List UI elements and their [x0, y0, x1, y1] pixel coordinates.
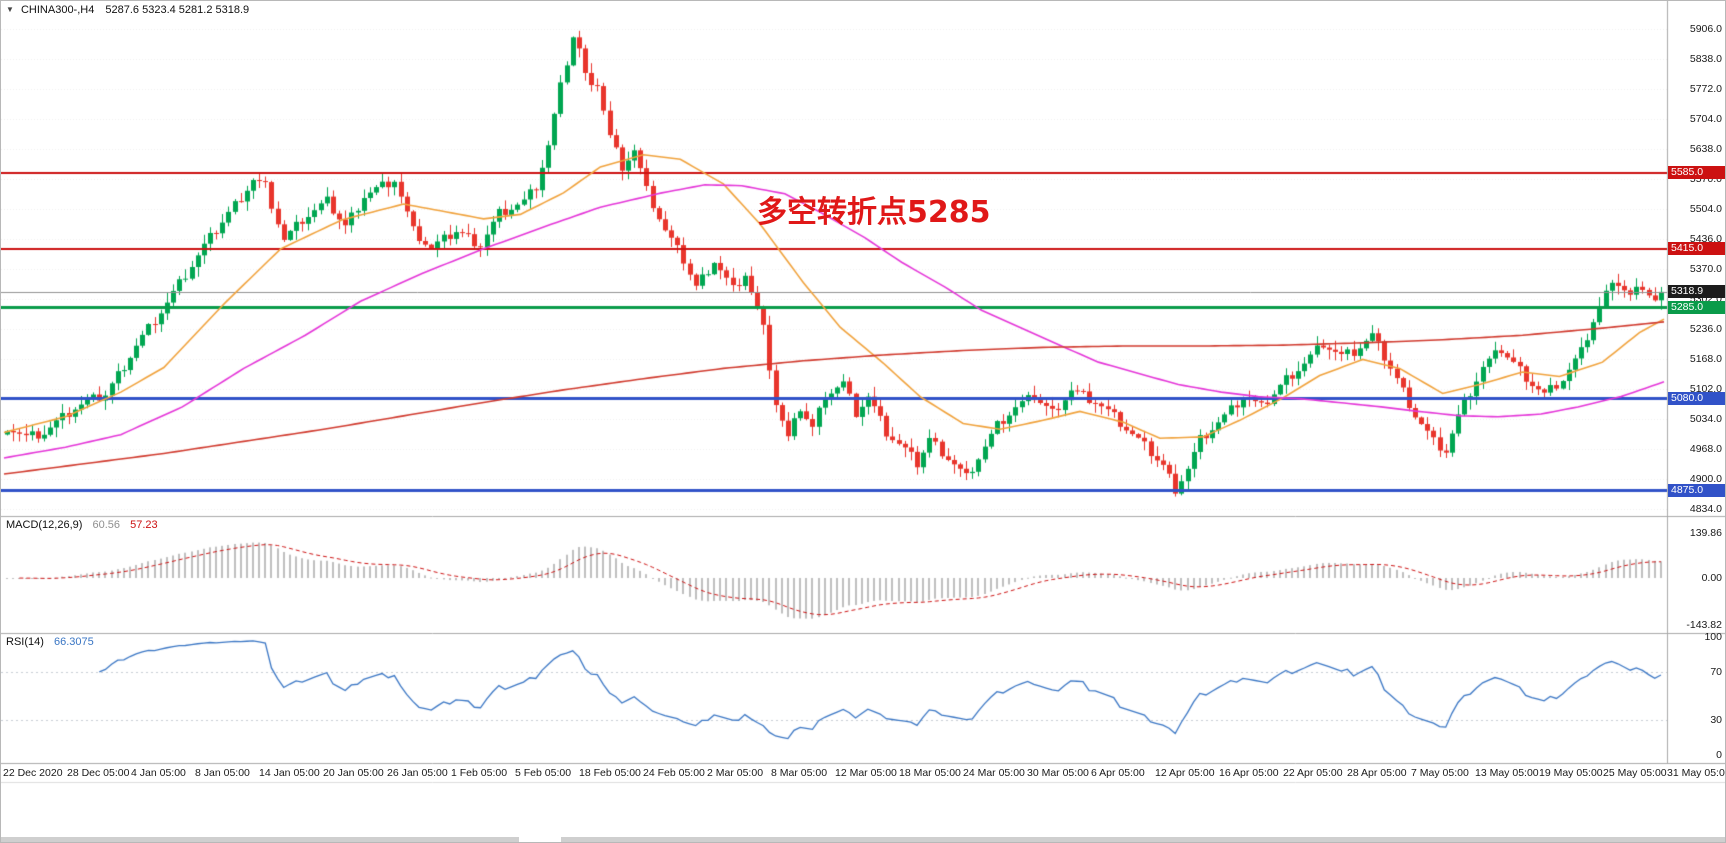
rsi-indicator-label: RSI(14) 66.3075 [6, 636, 94, 648]
macd-scale-label: 139.86 [1689, 526, 1722, 539]
bottom-strip [1, 837, 1725, 842]
time-tick-label: 30 Mar 05:00 [1027, 767, 1089, 779]
rsi-scale-label: 0 [1716, 749, 1722, 761]
macd-scale-label: 0.00 [1701, 572, 1722, 584]
rsi-scale-label: 30 [1710, 713, 1722, 726]
time-tick-label: 22 Apr 05:00 [1283, 767, 1343, 779]
time-tick-label: 2 Mar 05:00 [707, 767, 764, 779]
macd-name: MACD(12,26,9) [6, 519, 83, 531]
macd-main-value: 60.56 [92, 519, 121, 531]
price-level-badge: 5080.0 [1668, 392, 1725, 406]
time-tick-label: 7 May 05:00 [1411, 767, 1469, 779]
price-level-badge: 5415.0 [1668, 242, 1725, 256]
time-tick-label: 18 Feb 05:00 [579, 767, 641, 779]
time-tick-label: 1 Feb 05:00 [451, 767, 508, 779]
price-tick-label: 4900.0 [1689, 473, 1722, 486]
price-axis[interactable]: 5906.0 5838.0 5772.0 5704.0 5638.0 5570.0 5504… [1668, 1, 1725, 782]
time-axis[interactable]: 22 Dec 2020 28 Dec 05:00 4 Jan 05:00 8 Jan … [1, 765, 1726, 781]
price-tick-label: 4834.0 [1689, 503, 1722, 515]
macd-indicator-label: MACD(12,26,9) 60.56 57.23 [6, 519, 158, 531]
price-tick-label: 5236.0 [1689, 323, 1722, 335]
rsi-scale-label: 100 [1704, 631, 1722, 643]
price-tick-label: 5704.0 [1689, 113, 1722, 126]
collapse-triangle-icon[interactable]: ▼ [6, 5, 14, 14]
time-tick-label: 5 Feb 05:00 [515, 767, 572, 779]
bottom-notch [519, 837, 561, 842]
current-price-badge: 5318.9 [1668, 285, 1725, 299]
time-tick-label: 8 Jan 05:00 [195, 767, 250, 779]
rsi-value: 66.3075 [53, 636, 94, 648]
time-tick-label: 6 Apr 05:00 [1091, 767, 1145, 779]
time-tick-label: 25 May 05:00 [1603, 767, 1667, 779]
price-tick-label: 5034.0 [1689, 413, 1722, 426]
time-tick-label: 12 Mar 05:00 [835, 767, 897, 779]
time-tick-label: 31 May 05:00 [1667, 767, 1726, 779]
time-tick-label: 20 Jan 05:00 [323, 767, 384, 779]
price-tick-label: 5370.0 [1689, 263, 1722, 275]
time-tick-label: 8 Mar 05:00 [771, 767, 828, 779]
time-tick-label: 14 Jan 05:00 [259, 767, 320, 779]
chart-annotation-text: 多空转折点5285 [757, 195, 991, 230]
time-tick-label: 28 Dec 05:00 [67, 767, 130, 779]
time-tick-label: 22 Dec 2020 [3, 767, 63, 779]
price-tick-label: 5772.0 [1689, 83, 1722, 95]
price-tick-label: 5906.0 [1689, 23, 1722, 35]
price-tick-label: 5638.0 [1689, 143, 1722, 155]
time-tick-label: 4 Jan 05:00 [131, 767, 186, 779]
time-tick-label: 24 Mar 05:00 [963, 767, 1025, 779]
time-tick-label: 24 Feb 05:00 [643, 767, 705, 779]
rsi-scale-label: 70 [1710, 666, 1722, 679]
time-tick-label: 26 Jan 05:00 [387, 767, 448, 779]
chart-title: ▼ CHINA300-,H4 5287.6 5323.4 5281.2 5318… [6, 4, 249, 16]
price-level-badge: 5585.0 [1668, 166, 1725, 180]
time-tick-label: 19 May 05:00 [1539, 767, 1603, 779]
price-tick-label: 5168.0 [1689, 353, 1722, 366]
symbol-period-label: CHINA300-,H4 [20, 4, 95, 16]
rsi-name: RSI(14) [6, 636, 44, 648]
price-tick-label: 5102.0 [1689, 383, 1722, 395]
time-tick-label: 12 Apr 05:00 [1155, 767, 1215, 779]
price-tick-label: 5838.0 [1689, 53, 1722, 66]
time-tick-label: 18 Mar 05:00 [899, 767, 961, 779]
price-tick-label: 4968.0 [1689, 443, 1722, 455]
time-tick-label: 28 Apr 05:00 [1347, 767, 1407, 779]
time-tick-label: 16 Apr 05:00 [1219, 767, 1279, 779]
time-tick-label: 13 May 05:00 [1475, 767, 1539, 779]
macd-scale-label: -143.82 [1686, 618, 1722, 631]
macd-signal-value: 57.23 [130, 519, 158, 531]
price-level-badge: 4875.0 [1668, 484, 1725, 498]
price-level-badge: 5285.0 [1668, 300, 1725, 314]
price-tick-label: 5504.0 [1689, 203, 1722, 215]
ohlc-values: 5287.6 5323.4 5281.2 5318.9 [105, 4, 250, 16]
